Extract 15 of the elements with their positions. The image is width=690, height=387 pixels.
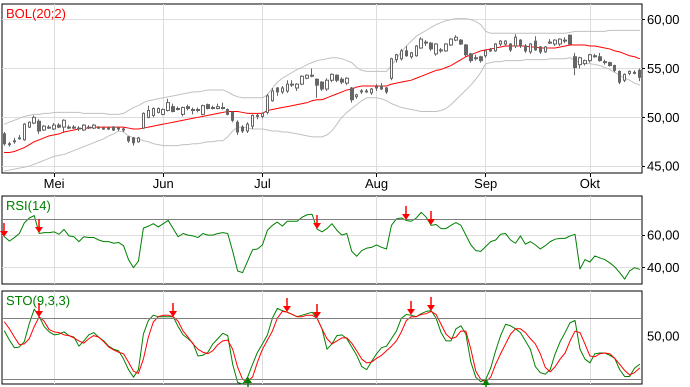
y-tick-label: 60,00 xyxy=(647,12,680,28)
x-tick-label: Okt xyxy=(580,176,600,191)
series-label: RSI(14) xyxy=(6,198,51,213)
y-tick-label: 60,00 xyxy=(647,228,680,243)
x-tick-label: Jul xyxy=(254,176,271,191)
x-tick-label: Jun xyxy=(152,176,174,191)
series-label: STO(9,3,3) xyxy=(6,293,70,308)
x-tick-label: Aug xyxy=(365,176,388,191)
y-tick-label: 50,00 xyxy=(647,110,680,125)
y-tick-label: 45,00 xyxy=(647,158,680,174)
y-tick-label: 55,00 xyxy=(647,60,680,76)
x-tick-label: Sep xyxy=(474,176,498,191)
text: BOL(20;2) xyxy=(6,6,66,21)
y-tick-label: 40,00 xyxy=(647,260,680,276)
x-tick-label: Mei xyxy=(44,176,65,191)
